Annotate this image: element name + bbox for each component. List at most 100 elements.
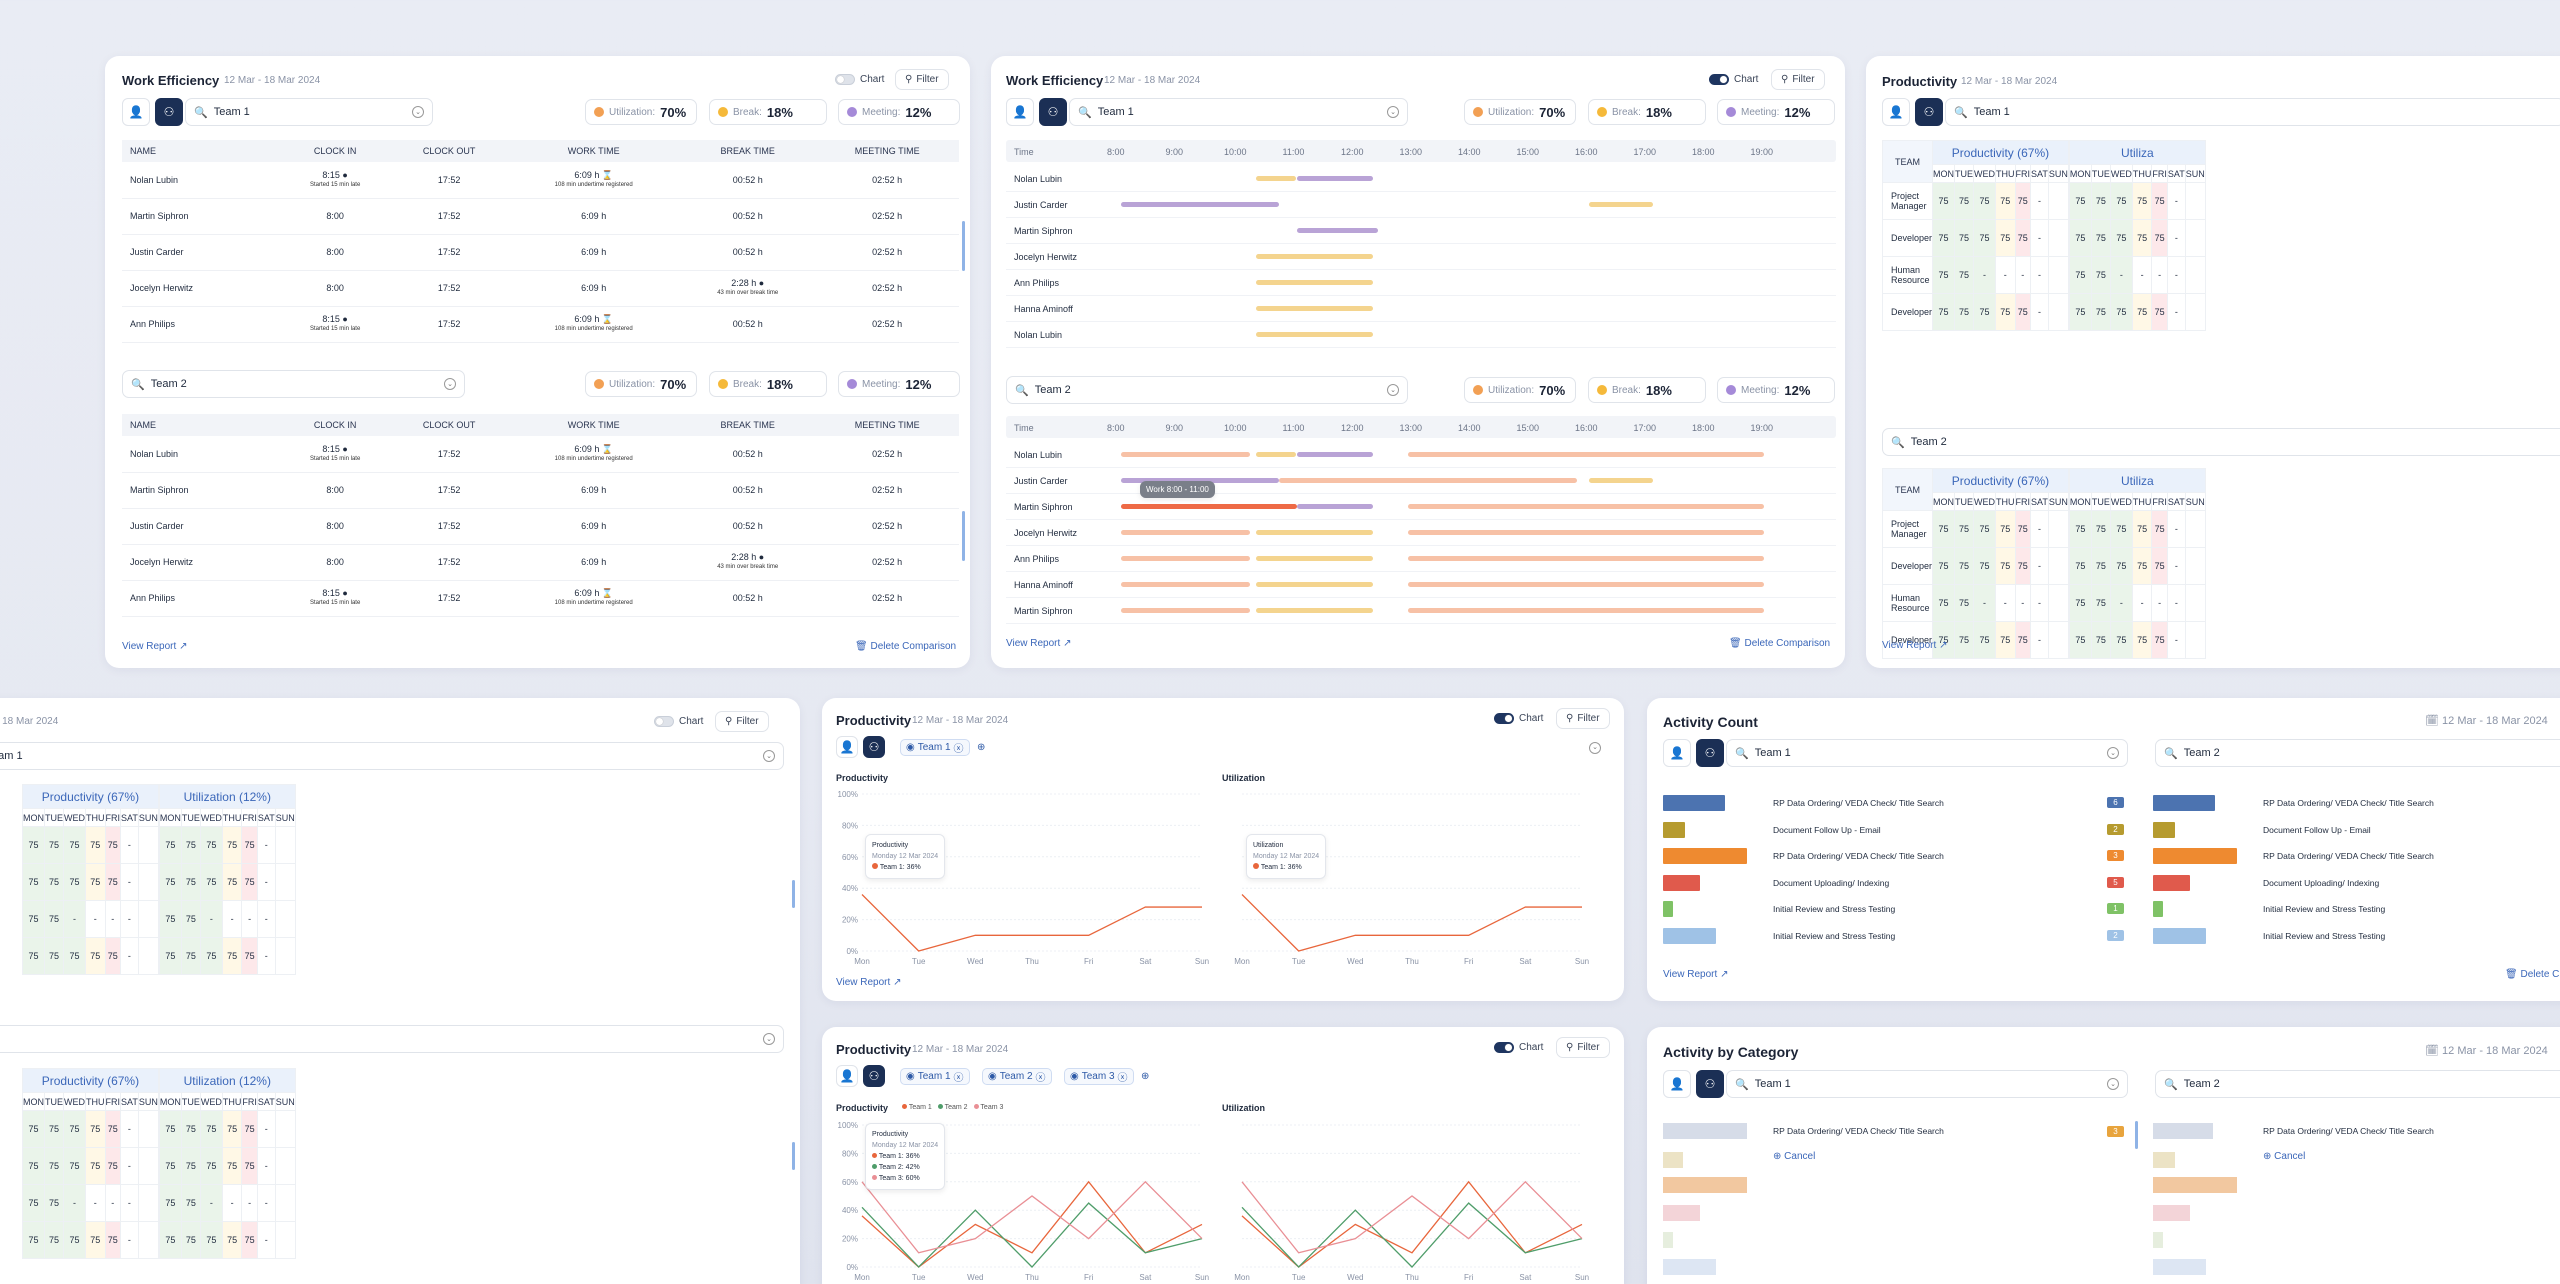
time-bar[interactable]: [1296, 176, 1373, 181]
time-bar[interactable]: [1121, 608, 1250, 613]
filter-button[interactable]: ⚲ Filter: [895, 69, 949, 90]
gantt-row[interactable]: Jocelyn Herwitz: [1006, 520, 1836, 546]
view-report-link[interactable]: View Report ↗: [1663, 969, 1729, 980]
time-bar[interactable]: [1121, 478, 1279, 483]
table-row[interactable]: Nolan Lubin 8:15 ● Started 15 min late 17:5…: [122, 436, 959, 473]
table-row[interactable]: Jocelyn Herwitz 8:00 17:52 6:09 h 2:28 h ● 43…: [122, 544, 959, 581]
gantt-row[interactable]: Ann Philips: [1006, 270, 1836, 296]
person-icon[interactable]: 👤: [836, 736, 858, 758]
team2-search[interactable]: ⌄: [0, 1025, 784, 1053]
time-bar[interactable]: [1121, 530, 1250, 535]
activity-row[interactable]: Initial Review and Stress Testing 1: [1663, 896, 2143, 922]
table-row[interactable]: Human Resource 75 75- - - -75 75- - - -: [1881, 584, 2207, 622]
table-row[interactable]: Ann Philips 8:15 ● Started 15 min late 17:5…: [122, 580, 959, 617]
activity-row[interactable]: Document Uploading/ Indexing 5: [1663, 870, 2143, 896]
team2-tag[interactable]: ◉ Team 2 ⓧ: [982, 1068, 1052, 1085]
time-bar[interactable]: [1407, 452, 1765, 457]
team-icon[interactable]: ⚇: [1696, 1070, 1724, 1098]
gantt-row[interactable]: Nolan Lubin: [1006, 322, 1836, 348]
delete-comparison-link[interactable]: 🗑 Delete Comparison: [1729, 638, 1831, 649]
time-bar[interactable]: [1121, 556, 1250, 561]
chart-toggle[interactable]: Chart: [835, 74, 884, 85]
chart-toggle[interactable]: Chart: [1494, 713, 1543, 724]
team3-tag[interactable]: ◉ Team 3 ⓧ: [1064, 1068, 1134, 1085]
toggle-switch[interactable]: [835, 74, 855, 85]
table-row[interactable]: Developer 75 75 75 75 75-75 75 75 75 75-: [1881, 219, 2207, 257]
scrollbar[interactable]: [2135, 1121, 2138, 1149]
activity-row[interactable]: RP Data Ordering/ VEDA Check/ Title Sear…: [1663, 790, 2143, 816]
gantt-row[interactable]: Hanna Aminoff: [1006, 572, 1836, 598]
team1-search[interactable]: 🔍 Team 1 ⌄: [185, 98, 433, 126]
chart-toggle[interactable]: Chart: [654, 716, 703, 727]
table-row[interactable]: Martin Siphron 8:00 17:52 6:09 h 00:52 h 02:5…: [122, 472, 959, 509]
table-row[interactable]: Ann Philips 8:15 ● Started 15 min late 17:5…: [122, 306, 959, 343]
table-row[interactable]: Developer 75 75 75 75 75-75 75 75 75 75-: [1881, 621, 2207, 659]
table-row[interactable]: 75 75- - - -75 75- - - -: [22, 1184, 297, 1222]
person-icon[interactable]: 👤: [836, 1065, 858, 1087]
activity-row[interactable]: RP Data Ordering/ VEDA Check/ Title Sear…: [2153, 843, 2560, 869]
team1-search[interactable]: 🔍 Team 1 ⌄: [1069, 98, 1408, 126]
time-bar[interactable]: [1589, 478, 1654, 483]
gantt-row[interactable]: Nolan Lubin: [1006, 442, 1836, 468]
gantt-row[interactable]: Hanna Aminoff: [1006, 296, 1836, 322]
time-bar[interactable]: [1296, 228, 1379, 233]
filter-button[interactable]: ⚲ Filter: [715, 711, 769, 732]
activity-row[interactable]: Initial Review and Stress Testing: [2153, 896, 2560, 922]
time-bar[interactable]: [1121, 504, 1297, 509]
table-row[interactable]: Martin Siphron 8:00 17:52 6:09 h 00:52 h 02:5…: [122, 198, 959, 235]
time-bar[interactable]: [1255, 254, 1373, 259]
table-row[interactable]: Justin Carder 8:00 17:52 6:09 h 00:52 h 02:52…: [122, 234, 959, 271]
time-bar[interactable]: [1255, 176, 1297, 181]
gantt-row[interactable]: Martin Siphron: [1006, 598, 1836, 624]
scrollbar[interactable]: [792, 880, 795, 908]
delete-comparison-link[interactable]: 🗑 Delete C: [2505, 969, 2560, 980]
time-bar[interactable]: [1255, 452, 1297, 457]
time-bar[interactable]: [1255, 582, 1373, 587]
view-report-link[interactable]: View Report ↗: [1882, 640, 1948, 651]
table-row[interactable]: Human Resource 75 75- - - -75 75- - - -: [1881, 256, 2207, 294]
view-report-link[interactable]: View Report ↗: [836, 977, 902, 988]
close-icon[interactable]: ⓧ: [1117, 1073, 1128, 1084]
toggle-switch[interactable]: [654, 716, 674, 727]
activity-row[interactable]: RP Data Ordering/ VEDA Check/ Title Sear…: [1663, 843, 2143, 869]
table-row[interactable]: Justin Carder 8:00 17:52 6:09 h 00:52 h 02:52…: [122, 508, 959, 545]
time-bar[interactable]: [1407, 582, 1765, 587]
time-bar[interactable]: [1296, 504, 1373, 509]
time-bar[interactable]: [1407, 504, 1765, 509]
close-icon[interactable]: ⓧ: [1035, 1073, 1046, 1084]
chart-toggle[interactable]: Chart: [1709, 74, 1758, 85]
filter-button[interactable]: ⚲ Filter: [1556, 708, 1610, 729]
table-row[interactable]: Developer 75 75 75 75 75-75 75 75 75 75-: [1881, 293, 2207, 331]
gantt-row[interactable]: Jocelyn Herwitz: [1006, 244, 1836, 270]
person-icon[interactable]: 👤: [1882, 98, 1910, 126]
time-bar[interactable]: [1278, 478, 1578, 483]
chart-toggle[interactable]: Chart: [1494, 1042, 1543, 1053]
scrollbar[interactable]: [962, 511, 965, 561]
team2-search[interactable]: 🔍 Team 2: [2155, 1070, 2560, 1098]
table-row[interactable]: Jocelyn Herwitz 8:00 17:52 6:09 h 2:28 h ● 43…: [122, 270, 959, 307]
time-bar[interactable]: [1255, 530, 1373, 535]
team1-search[interactable]: eam 1⌄: [0, 742, 784, 770]
table-row[interactable]: 75 75 75 75 75-75 75 75 75 75-: [22, 1110, 297, 1148]
team-icon[interactable]: ⚇: [1696, 739, 1724, 767]
add-team-button[interactable]: ⊕: [977, 742, 986, 753]
gantt-row[interactable]: Martin Siphron: [1006, 494, 1836, 520]
team1-tag[interactable]: ◉ Team 1 ⓧ: [900, 1068, 970, 1085]
time-bar[interactable]: [1121, 452, 1250, 457]
person-icon[interactable]: 👤: [1006, 98, 1034, 126]
chevron-down-icon[interactable]: ⌄: [1589, 742, 1601, 754]
activity-row[interactable]: Document Follow Up - Email 2: [1663, 817, 2143, 843]
table-row[interactable]: Project Manager 75 75 75 75 75-75 75 75 75 75-: [1881, 510, 2207, 548]
table-row[interactable]: 75 75- - - -75 75- - - -: [22, 900, 297, 938]
team-icon[interactable]: ⚇: [863, 736, 885, 758]
time-bar[interactable]: [1121, 582, 1250, 587]
time-bar[interactable]: [1255, 280, 1373, 285]
table-row[interactable]: Nolan Lubin 8:15 ● Started 15 min late 17:5…: [122, 162, 959, 199]
team-icon[interactable]: ⚇: [1039, 98, 1067, 126]
time-bar[interactable]: [1407, 530, 1765, 535]
gantt-row[interactable]: Martin Siphron: [1006, 218, 1836, 244]
activity-row[interactable]: Document Uploading/ Indexing: [2153, 870, 2560, 896]
time-bar[interactable]: [1407, 608, 1765, 613]
close-icon[interactable]: ⓧ: [953, 1073, 964, 1084]
table-row[interactable]: 75 75 75 75 75-75 75 75 75 75-: [22, 1147, 297, 1185]
